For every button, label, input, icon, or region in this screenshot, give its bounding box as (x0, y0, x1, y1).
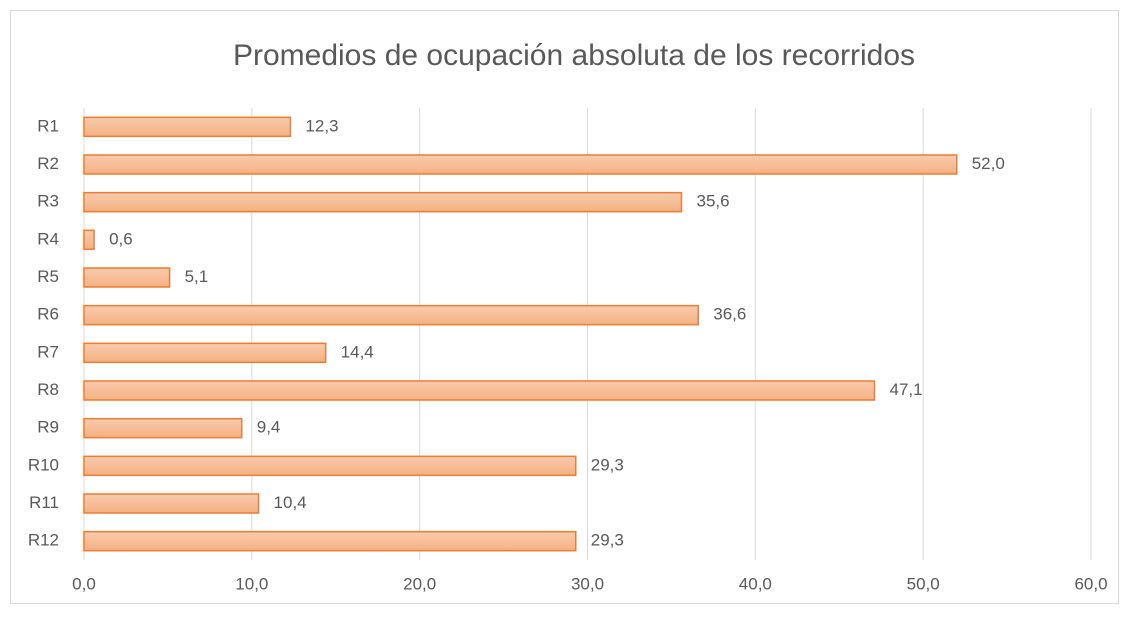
y-tick-label: R4 (37, 229, 59, 248)
x-tick-label: 0,0 (72, 574, 96, 593)
y-tick-label: R7 (37, 342, 59, 361)
bar (83, 342, 327, 364)
data-label: 29,3 (591, 455, 624, 474)
bar (83, 417, 243, 439)
y-tick-label: R6 (37, 305, 59, 324)
data-label: 0,6 (109, 229, 133, 248)
y-tick-label: R8 (37, 380, 59, 399)
bar (83, 380, 876, 401)
data-label: 9,4 (257, 418, 281, 437)
data-label: 35,6 (696, 192, 729, 211)
bar (83, 530, 577, 552)
y-tick-label: R5 (37, 267, 59, 286)
bar (83, 304, 700, 326)
bar (83, 191, 683, 213)
x-tick-label: 60,0 (1074, 574, 1107, 593)
bar (83, 116, 292, 138)
y-tick-label: R2 (37, 154, 59, 173)
x-tick-label: 10,0 (235, 574, 268, 593)
x-tick-label: 20,0 (403, 574, 436, 593)
data-label: 29,3 (591, 531, 624, 550)
bar (83, 493, 260, 514)
data-label: 52,0 (972, 154, 1005, 173)
data-label: 47,1 (889, 380, 922, 399)
bar (83, 267, 171, 288)
y-tick-label: R9 (37, 418, 59, 437)
data-label: 10,4 (274, 493, 307, 512)
chart-title: Promedios de ocupación absoluta de los r… (233, 39, 915, 72)
bar (83, 455, 577, 477)
y-tick-label: R12 (28, 531, 59, 550)
y-tick-label: R1 (37, 116, 59, 135)
y-tick-label: R11 (29, 493, 59, 512)
x-tick-label: 40,0 (739, 574, 772, 593)
bar (83, 229, 95, 251)
y-tick-label: R3 (37, 192, 59, 211)
x-tick-label: 50,0 (907, 574, 940, 593)
data-label: 5,1 (185, 267, 209, 286)
data-label: 36,6 (713, 305, 746, 324)
data-label: 12,3 (305, 116, 338, 135)
data-label: 14,4 (341, 342, 374, 361)
x-tick-label: 30,0 (571, 574, 604, 593)
bar (83, 154, 958, 175)
y-tick-label: R10 (28, 455, 59, 474)
